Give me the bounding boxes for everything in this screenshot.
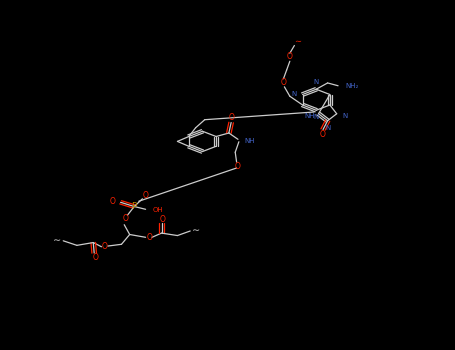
Text: O: O <box>109 197 115 206</box>
Text: P: P <box>131 202 137 211</box>
Text: O: O <box>281 78 286 87</box>
Text: N: N <box>325 125 330 131</box>
Text: O: O <box>235 162 241 171</box>
Text: O: O <box>143 191 148 201</box>
Text: N: N <box>313 79 319 85</box>
Text: N: N <box>292 91 297 98</box>
Text: O: O <box>147 233 152 242</box>
Text: O: O <box>160 215 166 224</box>
Text: ∼: ∼ <box>53 235 61 245</box>
Text: O: O <box>319 130 325 139</box>
Text: N: N <box>342 112 348 119</box>
Text: O: O <box>92 253 98 262</box>
Text: OH: OH <box>152 207 163 213</box>
Text: O: O <box>229 113 234 122</box>
Text: ∼: ∼ <box>294 36 302 46</box>
Text: NH₂: NH₂ <box>346 83 359 90</box>
Text: NH: NH <box>304 112 315 119</box>
Text: N: N <box>313 114 319 120</box>
Text: ∼: ∼ <box>192 225 200 235</box>
Text: O: O <box>122 214 128 223</box>
Text: NH: NH <box>244 138 255 144</box>
Text: O: O <box>287 52 293 61</box>
Text: O: O <box>101 242 107 251</box>
